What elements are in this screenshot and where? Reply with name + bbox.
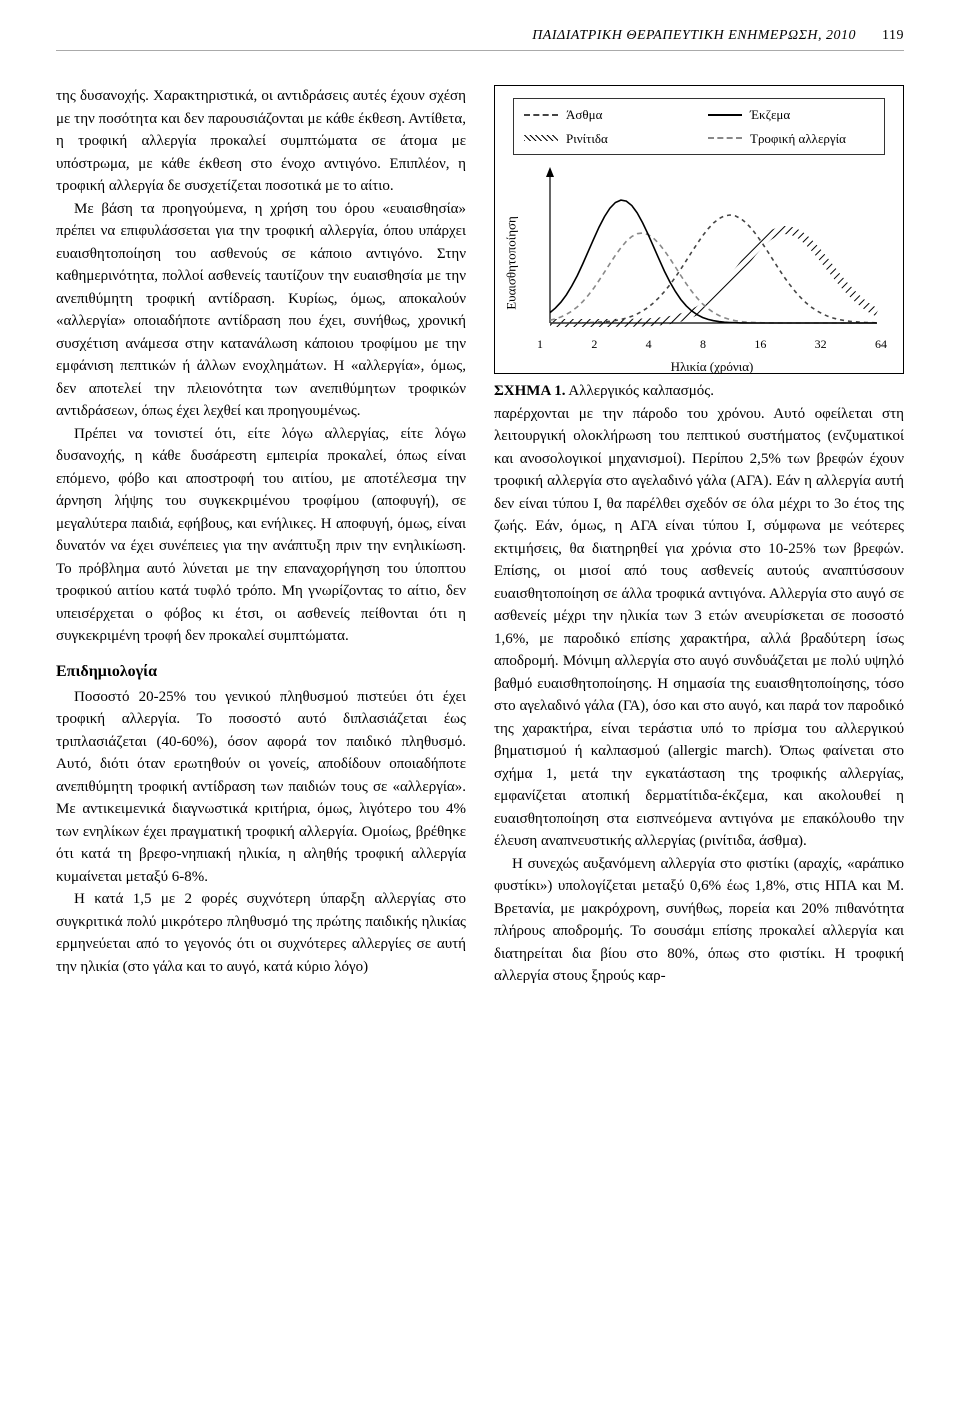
figure-caption-label: ΣΧΗΜΑ 1. [494,383,565,399]
body-paragraph: Με βάση τα προηγούμενα, η χρήση του όρου… [56,198,466,423]
figure-1: Άσθμα Έκζεμα Ρινίτιδα Τροφική αλλεργία Ε… [494,85,904,374]
x-tick: 8 [700,335,706,353]
body-paragraph: Η κατά 1,5 με 2 φορές συχνότερη ύπαρξη α… [56,888,466,978]
legend-swatch-eczema [708,114,742,116]
x-axis-label: Ηλικία (χρόνια) [533,357,891,377]
y-axis-label: Ευαισθητοποίηση [501,216,521,310]
legend-item-asthma: Άσθμα [524,105,690,125]
legend-item-eczema: Έκζεμα [708,105,874,125]
chart-legend: Άσθμα Έκζεμα Ρινίτιδα Τροφική αλλεργία [513,98,885,155]
section-heading: Επιδημιολογία [56,660,466,684]
legend-label: Άσθμα [566,105,602,125]
x-tick: 4 [646,335,652,353]
body-paragraph: Ποσοστό 20-25% του γενικού πληθυσμού πισ… [56,686,466,889]
x-tick: 16 [754,335,766,353]
body-paragraph: της δυσανοχής. Χαρακτηριστικά, οι αντιδρ… [56,85,466,198]
legend-item-food: Τροφική αλλεργία [708,129,874,149]
legend-label: Τροφική αλλεργία [750,129,846,149]
legend-label: Ρινίτιδα [566,129,608,149]
page-number: 119 [882,28,904,43]
figure-caption-text: Αλλεργικός καλπασμός. [568,383,714,399]
figure-caption: ΣΧΗΜΑ 1. Αλλεργικός καλπασμός. [494,380,904,403]
legend-item-rhinitis: Ρινίτιδα [524,129,690,149]
x-axis-ticks: 1 2 4 8 16 32 64 [533,333,891,353]
x-tick: 2 [591,335,597,353]
body-paragraph: Πρέπει να τονιστεί ότι, είτε λόγω αλλεργ… [56,423,466,648]
legend-swatch-food [708,137,742,139]
x-tick: 32 [815,335,827,353]
running-header: ΠΑΙΔΙΑΤΡΙΚΗ ΘΕΡΑΠΕΥΤΙΚΗ ΕΝΗΜΕΡΩΣΗ, 2010 … [56,28,904,51]
right-column: Άσθμα Έκζεμα Ρινίτιδα Τροφική αλλεργία Ε… [494,85,904,988]
running-title: ΠΑΙΔΙΑΤΡΙΚΗ ΘΕΡΑΠΕΥΤΙΚΗ ΕΝΗΜΕΡΩΣΗ, 2010 [532,28,856,43]
legend-swatch-asthma [524,114,558,116]
x-tick: 64 [875,335,887,353]
chart-area: Ευαισθητοποίηση 1 [533,163,891,363]
two-column-layout: της δυσανοχής. Χαρακτηριστικά, οι αντιδρ… [56,85,904,988]
legend-swatch-rhinitis [524,135,558,141]
body-paragraph: Η συνεχώς αυξανόμενη αλλεργία στο φιστίκ… [494,853,904,988]
left-column: της δυσανοχής. Χαρακτηριστικά, οι αντιδρ… [56,85,466,988]
allergic-march-chart [533,163,891,333]
legend-label: Έκζεμα [750,105,790,125]
x-tick: 1 [537,335,543,353]
body-paragraph: παρέρχονται με την πάροδο του χρόνου. Αυ… [494,403,904,853]
